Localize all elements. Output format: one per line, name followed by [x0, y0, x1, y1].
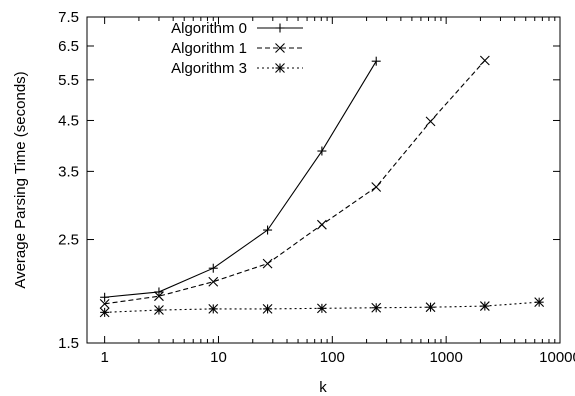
- y-tick-label: 4.5: [58, 112, 79, 129]
- plot-frame: [86, 16, 561, 344]
- legend-label: Algorithm 1: [171, 40, 247, 57]
- data-point: [479, 301, 490, 311]
- x-tick-label: 10000: [539, 349, 575, 366]
- marker-stroke: [317, 303, 327, 314]
- marker-stroke: [371, 302, 382, 313]
- data-point: [99, 307, 110, 318]
- data-point: [317, 219, 327, 230]
- data-point: [371, 56, 381, 66]
- data-point: [317, 146, 327, 156]
- data-point: [275, 63, 285, 73]
- legend-entry: Algorithm 0: [171, 20, 303, 37]
- data-point: [425, 116, 436, 127]
- marker-stroke: [154, 305, 164, 315]
- marker-stroke: [208, 276, 219, 287]
- series-0: [100, 56, 381, 302]
- series-2: [99, 297, 545, 318]
- series-layer: [99, 55, 545, 318]
- data-point: [154, 287, 164, 297]
- y-tick-label: 2.5: [58, 232, 79, 249]
- marker-stroke: [425, 116, 436, 127]
- marker-stroke: [154, 291, 164, 302]
- y-tick-label: 7.5: [58, 9, 79, 26]
- series-1: [99, 55, 490, 309]
- data-point: [208, 276, 219, 287]
- marker-stroke: [208, 304, 219, 314]
- data-point: [371, 302, 382, 313]
- x-tick-label: 10: [210, 349, 227, 366]
- data-point: [100, 292, 110, 302]
- marker-stroke: [317, 219, 327, 230]
- y-tick-label: 6.5: [58, 38, 79, 55]
- y-tick-label: 3.5: [58, 163, 79, 180]
- series-line: [104, 60, 486, 305]
- marker-stroke: [425, 302, 436, 313]
- data-point: [154, 305, 164, 315]
- data-point: [275, 43, 285, 53]
- marker-stroke: [275, 63, 285, 73]
- data-point: [425, 302, 436, 313]
- data-point: [534, 297, 545, 308]
- data-point: [262, 304, 273, 314]
- data-point: [262, 258, 273, 269]
- data-point: [275, 23, 285, 33]
- x-axis-label: k: [319, 379, 327, 396]
- data-point: [208, 304, 219, 314]
- marker-stroke: [262, 304, 273, 314]
- y-axis-label: Average Parsing Time (seconds): [12, 71, 29, 288]
- data-point: [99, 298, 110, 309]
- marker-stroke: [479, 55, 490, 66]
- y-axis-ticks: 1.5 2.5 3.5 4.5 5.5 6.5 7.5: [58, 9, 560, 352]
- data-point: [317, 303, 327, 314]
- data-point: [479, 55, 490, 66]
- legend-entry: Algorithm 3: [171, 60, 303, 77]
- x-tick-label: 1000: [429, 349, 462, 366]
- marker-stroke: [99, 298, 110, 309]
- x-tick-label: 100: [320, 349, 345, 366]
- marker-stroke: [99, 307, 110, 318]
- x-tick-label: 1: [100, 349, 108, 366]
- data-point: [154, 291, 164, 302]
- y-tick-label: 5.5: [58, 72, 79, 89]
- legend-entry: Algorithm 1: [171, 40, 303, 57]
- data-point: [263, 225, 273, 235]
- legend: Algorithm 0 Algorithm 1 Algorithm 3: [171, 20, 303, 77]
- legend-label: Algorithm 0: [171, 20, 247, 37]
- marker-stroke: [371, 182, 382, 192]
- marker-stroke: [479, 301, 490, 311]
- series-line: [104, 60, 377, 298]
- x-axis-ticks: 1 10 100 1000 10000: [100, 17, 575, 366]
- marker-stroke: [275, 43, 285, 53]
- data-point: [208, 263, 218, 273]
- y-tick-label: 1.5: [58, 335, 79, 352]
- marker-stroke: [262, 258, 273, 269]
- data-point: [371, 182, 382, 192]
- marker-stroke: [534, 297, 545, 308]
- legend-label: Algorithm 3: [171, 60, 247, 77]
